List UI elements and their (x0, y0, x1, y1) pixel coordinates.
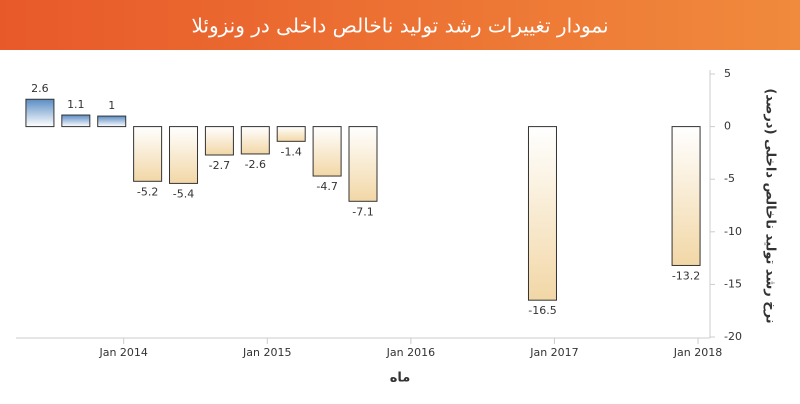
data-label: -16.5 (528, 304, 556, 317)
bar (97, 115, 127, 128)
x-tick-label: Jan 2015 (242, 346, 291, 359)
y-tick-label: 5 (724, 67, 731, 80)
bar (348, 126, 378, 202)
data-label: -5.4 (173, 187, 194, 200)
data-label: -2.7 (209, 159, 230, 172)
bar (169, 126, 199, 184)
bar (312, 126, 342, 177)
data-label: -4.7 (316, 180, 337, 193)
data-label: 1 (108, 99, 115, 112)
data-label: -7.1 (352, 205, 373, 218)
data-label: -1.4 (280, 145, 301, 158)
y-axis-title: نرخ رشد تولید ناخالص داخلی (درصد) (763, 88, 778, 323)
data-label: -5.2 (137, 185, 158, 198)
x-tick-label: Jan 2017 (529, 346, 578, 359)
x-tick-label: Jan 2016 (386, 346, 435, 359)
bar (25, 98, 55, 128)
bar (204, 126, 234, 156)
header-bar (0, 0, 800, 50)
x-axis-title: ماه (390, 371, 411, 386)
data-label: 2.6 (31, 82, 49, 95)
bar (276, 126, 306, 142)
data-label: -13.2 (672, 269, 700, 282)
y-tick-label: 0 (724, 120, 731, 133)
data-label: 1.1 (67, 98, 85, 111)
bar (61, 114, 91, 128)
x-tick-label: Jan 2014 (98, 346, 147, 359)
y-tick-label: -5 (724, 172, 735, 185)
x-tick-label: Jan 2018 (673, 346, 722, 359)
y-tick-label: -15 (724, 277, 742, 290)
y-tick-label: -20 (724, 330, 742, 343)
y-tick-label: -10 (724, 225, 742, 238)
bar (671, 126, 701, 266)
bar (240, 126, 270, 155)
bar (133, 126, 163, 182)
data-label: -2.6 (245, 158, 266, 171)
chart-title: نمودار تغییرات رشد تولید ناخالص داخلی در… (191, 14, 608, 38)
bar (527, 126, 557, 301)
